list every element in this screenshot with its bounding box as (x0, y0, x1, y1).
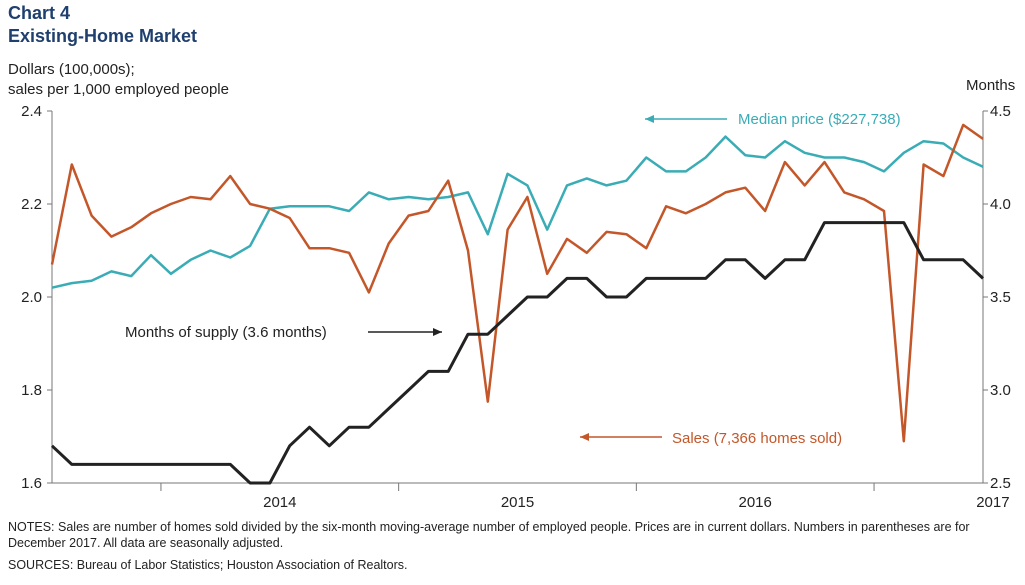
sales-arrow-head (580, 433, 589, 441)
line-chart: 1.6 1.8 2.0 2.2 2.4 2.5 3.0 3.5 4.0 4.5 2014 2015 20… (21, 103, 1011, 511)
chart-notes: NOTES: Sales are number of homes sold di… (8, 520, 970, 550)
left-tick-label: 2.0 (21, 289, 42, 306)
median-price-legend: Median price ($227,738) (738, 111, 901, 128)
sales-legend: Sales (7,366 homes sold) (672, 430, 842, 447)
median-price-arrow-head (645, 115, 654, 123)
months-of-supply-line (50, 221, 985, 485)
right-axis-label: Months (966, 77, 1016, 94)
months-of-supply-legend: Months of supply (3.6 months) (125, 324, 327, 341)
x-tick-label: 2014 (263, 494, 296, 511)
chart-title: Existing-Home Market (8, 26, 198, 46)
x-tick-label: 2017 (976, 494, 1009, 511)
left-tick-label: 1.8 (21, 382, 42, 399)
left-tick-label: 2.2 (21, 196, 42, 213)
x-tick-label: 2016 (739, 494, 772, 511)
sales-line (50, 123, 984, 443)
chart-number: Chart 4 (8, 3, 71, 23)
right-tick-label: 4.0 (990, 196, 1011, 213)
left-axis-label-line1: Dollars (100,000s); (8, 61, 135, 78)
chart-sources: SOURCES: Bureau of Labor Statistics; Hou… (8, 558, 408, 572)
left-axis-label-line2: sales per 1,000 employed people (8, 81, 229, 98)
median-price-line (51, 135, 984, 289)
months-of-supply-arrow-head (433, 328, 442, 336)
left-tick-label: 1.6 (21, 475, 42, 492)
right-tick-label: 4.5 (990, 103, 1011, 120)
right-tick-label: 2.5 (990, 475, 1011, 492)
x-tick-label: 2015 (501, 494, 534, 511)
left-tick-label: 2.4 (21, 103, 42, 120)
right-tick-label: 3.0 (990, 382, 1011, 399)
right-tick-label: 3.5 (990, 289, 1011, 306)
